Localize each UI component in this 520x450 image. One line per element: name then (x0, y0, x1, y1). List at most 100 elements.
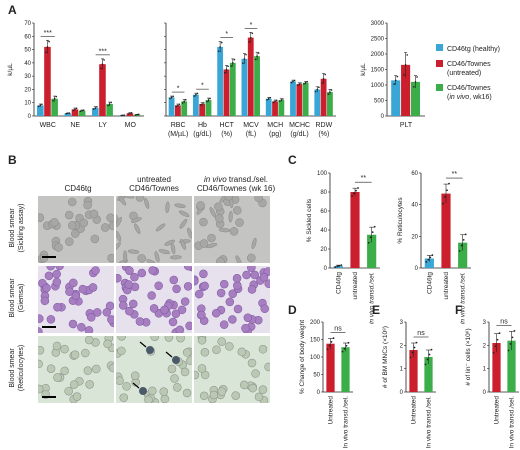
data-point (242, 62, 244, 64)
data-point (425, 260, 428, 263)
data-point (338, 264, 341, 267)
bar-a3 (391, 80, 401, 116)
blood-cell (117, 336, 126, 341)
blood-cell (60, 366, 69, 376)
significance-label: ** (452, 171, 458, 178)
blood-cell (91, 266, 100, 275)
data-point (416, 76, 418, 78)
y-tick-label: 40 (24, 61, 31, 67)
data-point (275, 99, 278, 102)
data-point (217, 50, 220, 52)
x-tick-label: untreated (443, 272, 450, 300)
blood-cell (135, 196, 145, 202)
blood-cell (144, 197, 150, 209)
column-header-untreated-line1: untreated (137, 175, 171, 184)
blood-cell (170, 374, 179, 383)
blood-cell (174, 203, 186, 208)
blood-cell (254, 196, 263, 203)
significance-label: *** (99, 48, 107, 55)
bar-a2 (205, 100, 212, 116)
data-point (306, 80, 309, 83)
blood-cell (172, 284, 181, 294)
x-tick-label: MCV (243, 122, 259, 129)
blood-cell (81, 348, 90, 358)
data-point (248, 41, 250, 43)
blood-cell (229, 227, 239, 236)
blood-cell (38, 327, 43, 333)
blood-cell (137, 268, 147, 278)
bar-a2 (327, 92, 333, 116)
blood-cell (84, 326, 94, 333)
x-tick-label: Hb (198, 122, 207, 129)
micrograph-row-labels: Blood smear (Sickling assay) Blood smear(… (9, 203, 25, 391)
x-tick-label: CD46tg (426, 272, 433, 294)
panel-letter-a: A (8, 3, 17, 17)
data-point (448, 182, 450, 185)
blood-cell (52, 341, 62, 351)
blood-cell (215, 214, 224, 223)
chart-d: 0 50 100 150 200 % Change of body weight Untre… (299, 320, 353, 448)
blood-cell (171, 309, 181, 319)
data-point (245, 53, 247, 56)
y-tick-label: 3 (400, 320, 404, 326)
bar-f (507, 340, 516, 392)
x-tick-label: CD46tg (335, 272, 342, 294)
blood-cell (170, 255, 182, 260)
blood-cell (243, 313, 253, 322)
micrograph-reticulocytes-cd46tg (38, 336, 114, 403)
y-tick-label: 1500 (371, 68, 385, 74)
blood-cell (69, 380, 79, 389)
y-tick-label: 0 (324, 266, 328, 272)
y-tick-label: 50 (24, 48, 31, 54)
blood-cell (260, 304, 269, 313)
micrograph-sickling-cd46tg (38, 196, 114, 263)
data-point (404, 64, 407, 66)
bar-c2 (424, 258, 434, 268)
blood-cell (102, 308, 112, 317)
blood-cell (170, 242, 176, 255)
blood-cell (169, 275, 179, 285)
bar-c2 (458, 242, 468, 268)
data-point (393, 83, 395, 85)
blood-cell (197, 310, 206, 320)
micrograph-reticulocytes-untreated (116, 336, 192, 403)
data-point (332, 337, 335, 340)
data-point (206, 100, 208, 103)
bar-c1 (350, 192, 360, 268)
data-point (172, 95, 174, 98)
data-point (137, 113, 140, 116)
data-point (282, 98, 284, 100)
data-point (39, 104, 42, 107)
data-point (129, 112, 131, 115)
blood-cell (212, 345, 221, 355)
blood-cell (183, 266, 192, 271)
data-point (464, 233, 467, 236)
arrow-icon (139, 341, 147, 348)
data-point (373, 225, 376, 228)
y-tick-label: 10 (24, 101, 31, 107)
y-tick-label: 0 (317, 390, 321, 396)
blood-cell (125, 266, 134, 275)
legend-entry-healthy: CD46tg (healthy) (436, 44, 500, 53)
x-tick-label: in vivo transd./sel. (460, 272, 467, 324)
blood-cell (107, 315, 114, 324)
y-tick-label: 1 (483, 367, 487, 373)
blood-cell (83, 366, 93, 375)
data-point (293, 79, 296, 82)
data-point (79, 110, 82, 113)
data-point (345, 344, 348, 347)
blood-cell (117, 346, 126, 356)
blood-cell (250, 270, 260, 280)
y-tick-label: 2000 (371, 52, 385, 58)
blood-cell (108, 363, 114, 373)
blood-cell (40, 296, 50, 306)
data-point (75, 107, 78, 110)
row-label-giemsa: Blood smear (Giemsa) (9, 278, 25, 318)
legend-sublabel-untreated: (untreated) (447, 70, 481, 77)
blood-cell (197, 336, 207, 345)
blood-cell (168, 317, 178, 327)
blood-cell (182, 388, 192, 398)
blood-cell (78, 284, 88, 294)
